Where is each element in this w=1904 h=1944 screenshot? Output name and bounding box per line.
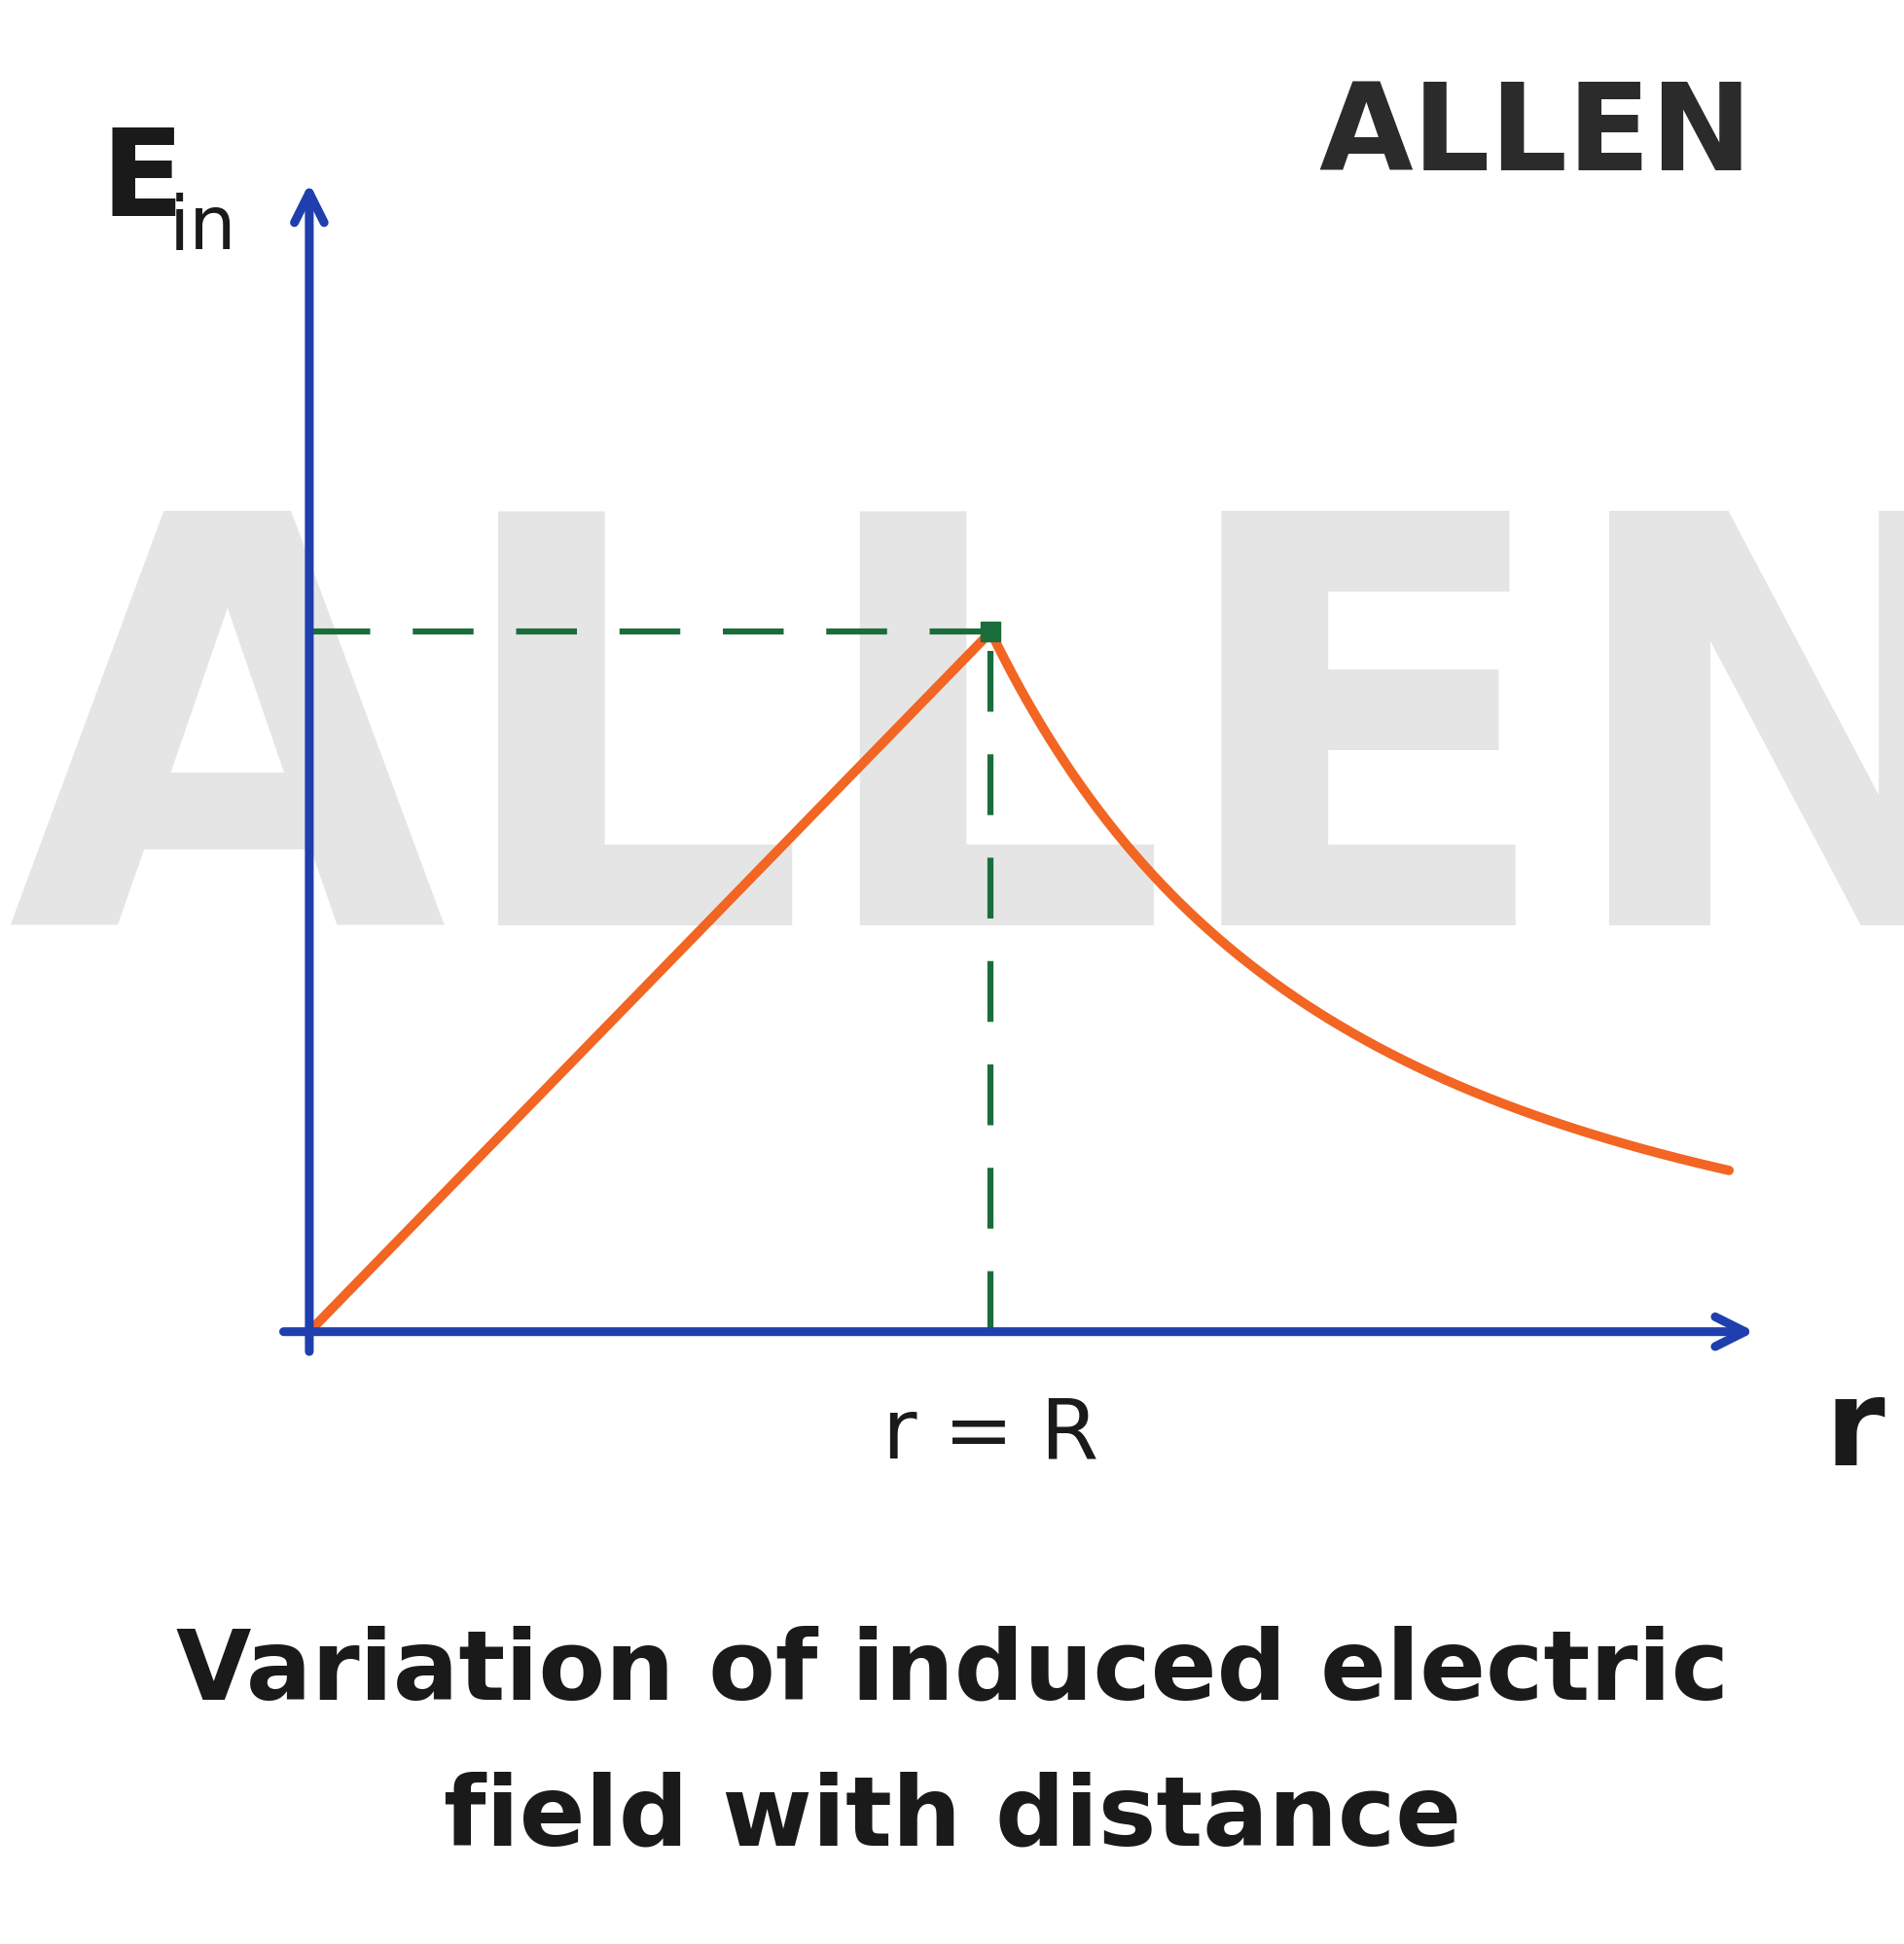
Text: in: in — [169, 192, 236, 264]
Text: r = R: r = R — [882, 1394, 1099, 1475]
Text: E: E — [101, 122, 185, 241]
Text: field with distance: field with distance — [444, 1771, 1460, 1864]
Text: ALLEN: ALLEN — [6, 494, 1904, 1042]
Text: ALLEN: ALLEN — [1318, 78, 1752, 196]
Text: r: r — [1824, 1372, 1883, 1491]
Text: Variation of induced electric: Variation of induced electric — [175, 1625, 1729, 1718]
